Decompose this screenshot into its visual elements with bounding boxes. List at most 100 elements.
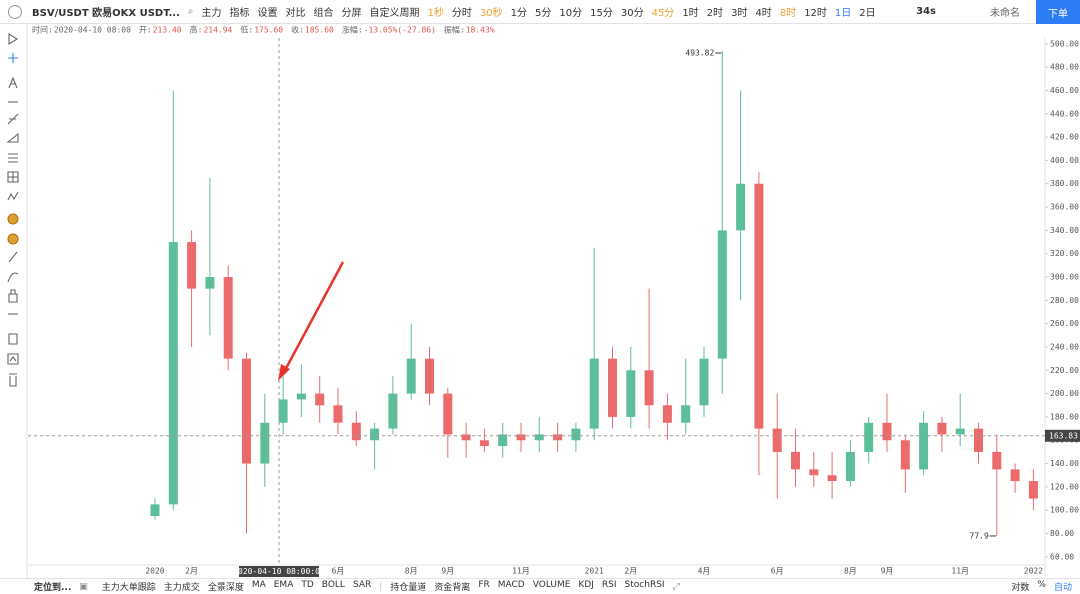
locate[interactable]: 定位到... (34, 583, 72, 593)
x-tick-label: 8月 (405, 567, 418, 576)
candle-body (150, 504, 160, 517)
candle-body (278, 399, 288, 423)
indicator[interactable]: KDJ (578, 580, 594, 590)
symbol[interactable]: BSV/USDT 欧易OKX USDT... (32, 8, 180, 19)
period[interactable]: 3时 (731, 8, 748, 19)
x-tick-label: 11月 (951, 567, 969, 576)
y-tick-label: 140.00 (1050, 459, 1079, 468)
info-label: 振幅: (444, 25, 465, 35)
indicator[interactable]: FR (478, 580, 490, 590)
period[interactable]: 45分 (651, 8, 675, 19)
scale-option[interactable]: % (1037, 580, 1046, 590)
indicator[interactable]: StochRSI (624, 580, 665, 590)
indicator[interactable]: SAR (352, 580, 372, 590)
indicator[interactable]: RSI (601, 580, 617, 590)
candle-body (882, 422, 892, 441)
info-value: 2020-04-10 08:00 (54, 26, 131, 35)
period[interactable]: 5分 (535, 8, 552, 19)
max-label: 493.82 (685, 49, 714, 58)
period[interactable]: 30分 (620, 8, 644, 19)
period[interactable]: 8时 (779, 8, 797, 19)
tool-button[interactable]: 组合 (313, 8, 334, 19)
tool-buttons: 主力 指标 设置 对比 组合 分屏 (198, 4, 366, 19)
period[interactable]: 4时 (755, 8, 772, 19)
indicator[interactable]: 主力成交 (163, 583, 200, 593)
y-tick-label: 280.00 (1050, 296, 1079, 305)
candle-body (699, 358, 709, 406)
indicator[interactable]: 持仓量道 (390, 583, 427, 593)
candle-body (827, 475, 837, 482)
info-label: 低: (240, 25, 253, 35)
info-value: 175.60 (254, 26, 283, 35)
calendar-icon[interactable]: ▣ (79, 581, 88, 592)
chart: 时间: 2020-04-10 08:00 开: 213.40 高: 214.94 低: 175… (0, 24, 1080, 578)
candle-body (406, 358, 416, 394)
period[interactable]: 1秒 (427, 8, 444, 19)
candle-body (168, 242, 178, 505)
period[interactable]: 2时 (706, 8, 724, 19)
custom-period[interactable]: 自定义周期 (369, 8, 420, 19)
period[interactable]: 1分 (510, 8, 527, 19)
period[interactable]: 1时 (682, 8, 699, 19)
indicator[interactable]: MACD (497, 580, 525, 590)
y-tick-label: 440.00 (1050, 109, 1079, 118)
indicator[interactable]: 主力大单跟踪 (101, 583, 156, 593)
x-tick-label: 2月 (624, 567, 637, 576)
separator: | (379, 581, 383, 592)
indicator[interactable]: 资金背离 (434, 583, 471, 593)
candle-body (919, 422, 929, 470)
candle-body (809, 469, 819, 476)
x-tick-label: 6月 (771, 567, 784, 576)
period[interactable]: 10分 (559, 8, 583, 19)
tool-button[interactable]: 主力 (201, 8, 222, 19)
logo (8, 4, 22, 19)
candle-body (443, 393, 453, 435)
candle-body (937, 422, 947, 435)
y-tick-label: 200.00 (1050, 389, 1079, 398)
x-tick-label: 2月 (185, 567, 198, 576)
info-label: 高: (190, 25, 203, 35)
x-tick-label: 11月 (512, 567, 530, 576)
tool-button[interactable]: 设置 (257, 8, 278, 19)
indicator[interactable]: 全景深度 (207, 583, 244, 593)
scale-option[interactable]: 自动 (1053, 583, 1072, 593)
settings-icon[interactable]: ⤢ (672, 581, 680, 592)
candle-body (571, 428, 581, 441)
candle-body (900, 440, 910, 470)
scale-options: 对数% 自动 (1007, 580, 1076, 593)
candle-body (1010, 469, 1020, 482)
candle-body (260, 422, 270, 464)
period[interactable]: 2日 (859, 8, 876, 19)
period[interactable]: 12时 (804, 8, 827, 19)
y-tick-label: 480.00 (1050, 63, 1079, 72)
candle-body (187, 242, 197, 289)
x-tick-label: 4月 (698, 567, 711, 576)
scale-option[interactable]: 对数 (1011, 583, 1030, 593)
period[interactable]: 15分 (590, 8, 613, 19)
crosshair-price-box (1045, 429, 1080, 442)
tool-button[interactable]: 指标 (229, 8, 250, 19)
order-button[interactable]: 下单 (1036, 0, 1080, 24)
candle-body (772, 428, 782, 452)
y-tick-label: 460.00 (1050, 86, 1079, 95)
info-value: 18.43% (466, 26, 495, 35)
layout-name[interactable]: 未命名 (990, 8, 1020, 19)
indicator[interactable]: VOLUME (532, 580, 571, 590)
info-label: 开: (139, 26, 152, 35)
candle-body (717, 230, 727, 359)
candle-body (223, 277, 233, 359)
tool-button[interactable]: 分屏 (341, 8, 362, 19)
indicator[interactable]: MA (251, 580, 266, 590)
indicator[interactable]: TD (301, 580, 314, 590)
indicator[interactable]: EMA (273, 580, 294, 590)
period[interactable]: 分时 (451, 8, 472, 19)
indicator[interactable]: BOLL (321, 580, 345, 590)
candle-body (479, 440, 489, 447)
search-icon[interactable]: ⌕ (187, 6, 194, 17)
period[interactable]: 30秒 (479, 8, 503, 19)
period[interactable]: 1日 (834, 8, 852, 19)
y-tick-label: 380.00 (1050, 179, 1079, 188)
tool-button[interactable]: 对比 (285, 8, 306, 19)
y-tick-label: 360.00 (1050, 203, 1079, 212)
